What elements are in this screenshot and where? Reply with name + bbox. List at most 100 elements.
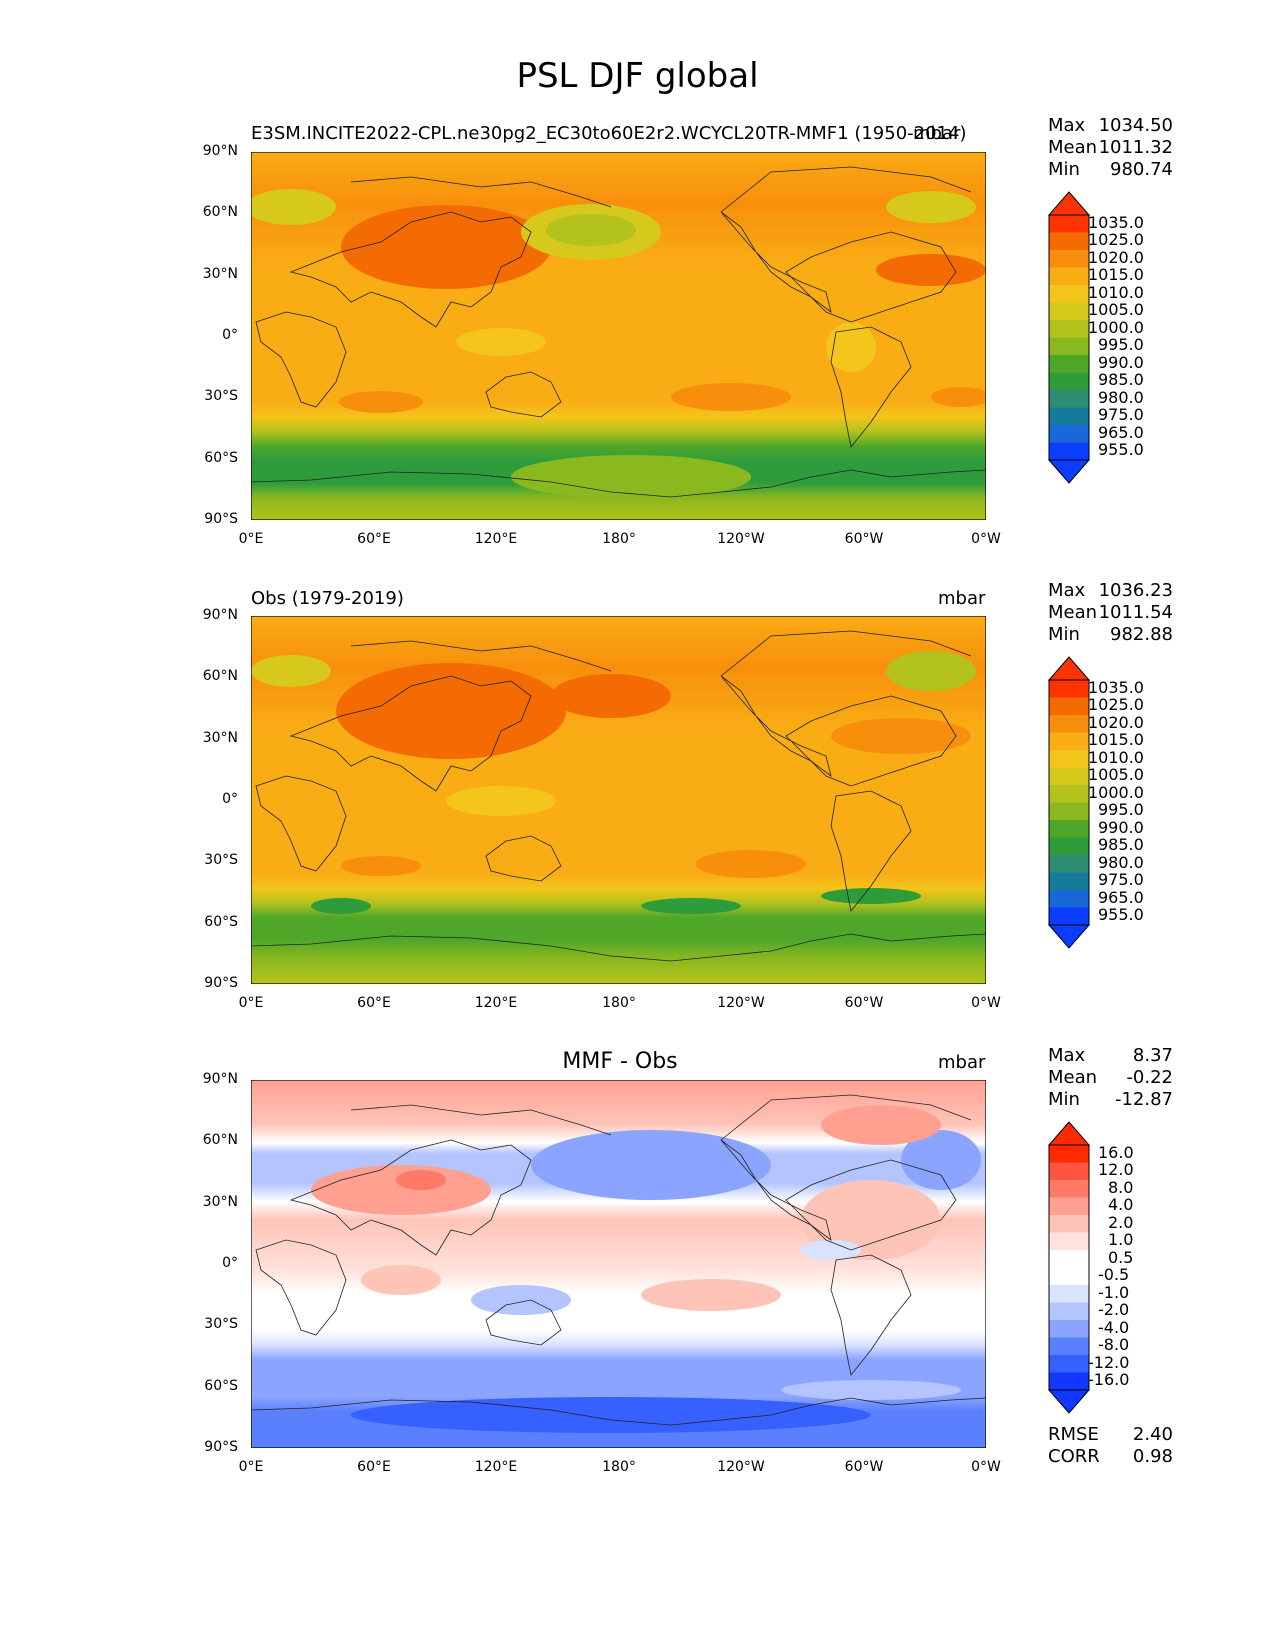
colorbar-level: 1015.0 (1088, 265, 1144, 284)
stat-value: 980.74 (1110, 159, 1173, 180)
lon-label: 60°W (844, 1459, 884, 1475)
lat-label: 30°N (202, 266, 238, 282)
stat-value: 8.37 (1132, 1045, 1173, 1066)
colorbar-level: 965.0 (1098, 423, 1144, 442)
lat-label: 90°N (202, 1071, 238, 1087)
lat-label: 0° (222, 1255, 238, 1271)
colorbar-bin (1049, 907, 1089, 926)
lat-label: 30°S (204, 852, 238, 868)
lon-label: 120°E (474, 1459, 518, 1475)
lat-label: 60°S (204, 1378, 238, 1394)
colorbar-level: -4.0 (1098, 1318, 1130, 1337)
colorbar-bin (1049, 750, 1089, 768)
panel-3-metrics: RMSE 2.40 CORR 0.98 (1048, 1424, 1173, 1468)
colorbar-level: 2.0 (1108, 1213, 1134, 1232)
colorbar-frame (1048, 1144, 1090, 1391)
colorbar-bin (1049, 872, 1089, 891)
lon-label: 120°W (717, 531, 765, 547)
lon-label: 0°W (971, 1459, 1001, 1475)
metric-label: CORR (1048, 1446, 1100, 1467)
colorbar-bin (1049, 1162, 1089, 1181)
lon-label: 120°W (717, 995, 765, 1011)
colorbar-level: 8.0 (1108, 1178, 1134, 1197)
lon-label: 0°E (238, 531, 264, 547)
colorbar-bin (1049, 390, 1089, 408)
panel-3-colorbar (1047, 1121, 1091, 1414)
panel-2-title: Obs (1979-2019) (251, 588, 404, 609)
lon-label: 60°E (357, 1459, 391, 1475)
colorbar-bin (1049, 215, 1089, 233)
colorbar-level: 1010.0 (1088, 283, 1144, 302)
colorbar-level: 1025.0 (1088, 230, 1144, 249)
colorbar-bin (1049, 355, 1089, 373)
colorbar-level: 16.0 (1098, 1143, 1134, 1162)
panel-3-stats: Max 8.37 Mean -0.22 Min -12.87 (1048, 1045, 1173, 1111)
colorbar-level: 12.0 (1098, 1160, 1134, 1179)
colorbar-level: 975.0 (1098, 870, 1144, 889)
colorbar-bin (1049, 1372, 1089, 1391)
colorbar-frame (1048, 679, 1090, 926)
colorbar-level: 1000.0 (1088, 318, 1144, 337)
colorbar-bin (1049, 337, 1089, 356)
colorbar-level: 980.0 (1098, 388, 1144, 407)
colorbar-bin (1049, 855, 1089, 873)
panel-2-units: mbar (938, 588, 986, 609)
lon-label: 0°W (971, 995, 1001, 1011)
lat-label: 30°N (202, 1194, 238, 1210)
lon-label: 60°W (844, 531, 884, 547)
lon-label: 180° (602, 995, 636, 1011)
stat-value: 1034.50 (1098, 115, 1173, 136)
panel-2-stats: Max 1036.23 Mean 1011.54 Min 982.88 (1048, 580, 1173, 646)
colorbar-bin (1049, 1267, 1089, 1286)
colorbar-bin (1049, 1197, 1089, 1216)
colorbar-bin (1049, 1180, 1089, 1198)
colorbar-bin (1049, 1285, 1089, 1303)
colorbar-level: 1025.0 (1088, 695, 1144, 714)
colorbar-bin (1049, 267, 1089, 286)
lat-label: 60°N (202, 204, 238, 220)
colorbar-bin (1049, 785, 1089, 803)
colorbar-bin (1049, 1232, 1089, 1251)
metric-label: RMSE (1048, 1424, 1099, 1445)
panel-1-stats: Max 1034.50 Mean 1011.32 Min 980.74 (1048, 115, 1173, 181)
stat-value: 1011.32 (1098, 137, 1173, 158)
colorbar-bin (1049, 715, 1089, 733)
lat-label: 0° (222, 327, 238, 343)
colorbar-bin (1049, 442, 1089, 461)
colorbar-level: 1035.0 (1088, 678, 1144, 697)
lon-label: 180° (602, 1459, 636, 1475)
colorbar-level: 990.0 (1098, 353, 1144, 372)
colorbar-bin (1049, 285, 1089, 303)
lon-label: 120°W (717, 1459, 765, 1475)
stat-label: Max (1048, 1045, 1086, 1066)
lon-label: 0°E (238, 995, 264, 1011)
colorbar-level: 995.0 (1098, 335, 1144, 354)
lat-label: 60°S (204, 914, 238, 930)
stat-value: -12.87 (1114, 1089, 1173, 1110)
colorbar-bin (1049, 1320, 1089, 1338)
lon-label: 0°E (238, 1459, 264, 1475)
panel-3-map (251, 1080, 986, 1448)
figure-title: PSL DJF global (516, 56, 759, 96)
colorbar-level: 955.0 (1098, 440, 1144, 459)
lon-label: 60°W (844, 995, 884, 1011)
colorbar-level: 1020.0 (1088, 713, 1144, 732)
colorbar-bin (1049, 1337, 1089, 1356)
colorbar-level: 975.0 (1098, 405, 1144, 424)
metric-value: 0.98 (1132, 1446, 1173, 1467)
colorbar-extend-max (1047, 656, 1091, 681)
colorbar-level: -16.0 (1088, 1370, 1130, 1389)
lat-label: 30°S (204, 388, 238, 404)
lat-label: 0° (222, 791, 238, 807)
colorbar-bin (1049, 1215, 1089, 1233)
colorbar-bin (1049, 302, 1089, 321)
lat-label: 90°N (202, 143, 238, 159)
stat-label: Min (1048, 624, 1080, 645)
colorbar-level: -12.0 (1088, 1353, 1130, 1372)
colorbar-level: 980.0 (1098, 853, 1144, 872)
colorbar-bin (1049, 372, 1089, 391)
colorbar-bin (1049, 837, 1089, 856)
colorbar-level: 955.0 (1098, 905, 1144, 924)
lon-label: 0°W (971, 531, 1001, 547)
lat-label: 90°S (204, 975, 238, 991)
